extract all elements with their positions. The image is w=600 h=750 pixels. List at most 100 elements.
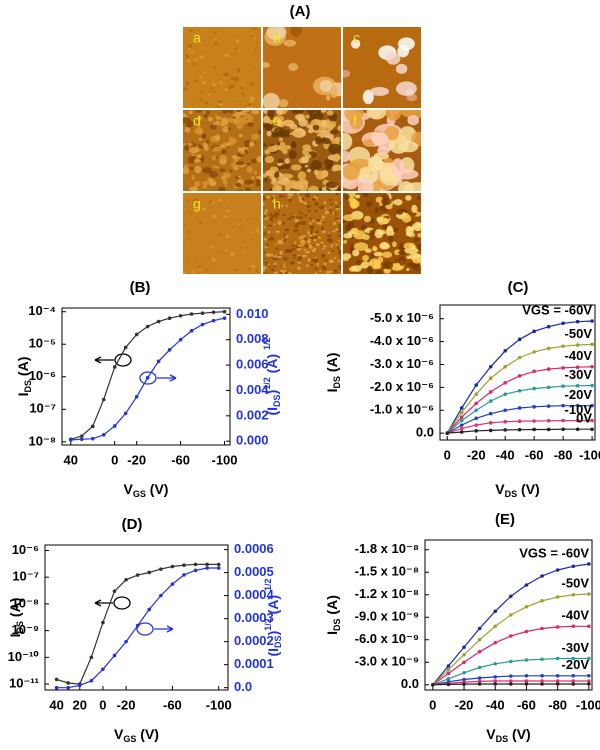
grain bbox=[330, 129, 339, 135]
grain bbox=[213, 38, 216, 41]
grain bbox=[401, 214, 412, 223]
grain bbox=[305, 114, 310, 119]
grain bbox=[266, 27, 287, 41]
point bbox=[159, 593, 163, 598]
y2-tick-label: 0.0002 bbox=[234, 633, 274, 648]
point bbox=[193, 568, 198, 573]
grain bbox=[273, 212, 280, 217]
grain bbox=[219, 144, 225, 148]
grain bbox=[250, 82, 254, 86]
grain bbox=[247, 267, 251, 270]
grain bbox=[241, 251, 245, 255]
x-tick-label: 0 bbox=[429, 697, 436, 712]
grain bbox=[363, 139, 375, 148]
plot-frame bbox=[439, 304, 596, 441]
grain bbox=[275, 247, 279, 251]
point bbox=[123, 345, 128, 350]
grain bbox=[304, 164, 309, 168]
y-tick-label: 10⁻¹⁰ bbox=[8, 649, 40, 664]
point bbox=[555, 625, 560, 629]
grain bbox=[183, 270, 186, 274]
point bbox=[474, 423, 479, 427]
grain bbox=[248, 141, 255, 147]
y2-tick-label: 0.0003 bbox=[234, 610, 274, 625]
point bbox=[590, 403, 594, 408]
grain bbox=[267, 265, 271, 268]
grain bbox=[238, 97, 242, 100]
grain bbox=[232, 116, 236, 119]
point bbox=[68, 438, 73, 442]
grain bbox=[238, 49, 241, 52]
grain bbox=[278, 194, 283, 198]
grain bbox=[328, 232, 330, 235]
grain bbox=[292, 247, 296, 251]
grain bbox=[344, 193, 350, 200]
grain bbox=[320, 241, 324, 244]
point bbox=[546, 324, 551, 329]
point bbox=[488, 421, 493, 425]
grain bbox=[193, 198, 199, 203]
grain bbox=[187, 237, 191, 240]
grain bbox=[309, 231, 313, 235]
point bbox=[135, 623, 140, 628]
point bbox=[571, 564, 576, 569]
grain bbox=[217, 198, 223, 203]
grain bbox=[188, 110, 193, 115]
y-tick-label: -1.0 x 10⁻⁶ bbox=[370, 402, 434, 417]
y-tick-label: -5.0 x 10⁻⁶ bbox=[370, 310, 434, 325]
grain bbox=[285, 235, 289, 238]
grain bbox=[320, 226, 325, 231]
grain bbox=[307, 258, 311, 262]
grain bbox=[315, 230, 319, 234]
point bbox=[517, 337, 522, 342]
point bbox=[532, 427, 536, 432]
point bbox=[493, 624, 498, 629]
point bbox=[474, 401, 479, 406]
grain bbox=[194, 58, 198, 62]
point bbox=[459, 426, 464, 431]
point bbox=[147, 570, 152, 575]
label-part: 1/2 bbox=[262, 338, 272, 351]
grain bbox=[228, 110, 234, 114]
point bbox=[540, 657, 544, 662]
point bbox=[575, 418, 580, 423]
plot-frame bbox=[61, 307, 231, 446]
grain bbox=[371, 132, 389, 146]
grain bbox=[283, 238, 287, 242]
grain bbox=[251, 110, 260, 115]
grain bbox=[396, 209, 404, 215]
grain bbox=[253, 36, 257, 39]
grain bbox=[283, 266, 287, 269]
grain bbox=[300, 239, 306, 244]
tile-label: i bbox=[353, 196, 356, 212]
point bbox=[89, 678, 94, 683]
grain bbox=[212, 82, 216, 87]
grain bbox=[355, 194, 361, 199]
label-part: (V) bbox=[517, 481, 540, 497]
grain bbox=[249, 96, 256, 101]
grain bbox=[263, 272, 268, 274]
grain bbox=[284, 271, 288, 274]
grain bbox=[306, 201, 310, 204]
series-label: -50V bbox=[565, 326, 593, 341]
grain bbox=[281, 195, 286, 198]
grain bbox=[234, 112, 243, 117]
point bbox=[493, 675, 498, 679]
x-tick-label: -60 bbox=[163, 697, 182, 712]
y-tick-label: -6.0 x 10⁻⁹ bbox=[355, 631, 419, 646]
grain bbox=[312, 233, 317, 236]
point bbox=[66, 685, 70, 690]
panel-title: (A) bbox=[290, 3, 311, 20]
y-tick-label: -1.8 x 10⁻⁸ bbox=[355, 541, 419, 556]
grain bbox=[330, 202, 333, 206]
grain bbox=[235, 182, 242, 188]
y-tick-label: -9.0 x 10⁻⁹ bbox=[355, 609, 419, 624]
grain bbox=[299, 193, 303, 196]
point bbox=[493, 609, 498, 614]
point bbox=[532, 350, 536, 354]
grain bbox=[319, 219, 324, 222]
grain bbox=[186, 200, 189, 204]
series-label: -20V bbox=[565, 387, 593, 402]
grain bbox=[363, 215, 372, 223]
point bbox=[493, 661, 498, 666]
